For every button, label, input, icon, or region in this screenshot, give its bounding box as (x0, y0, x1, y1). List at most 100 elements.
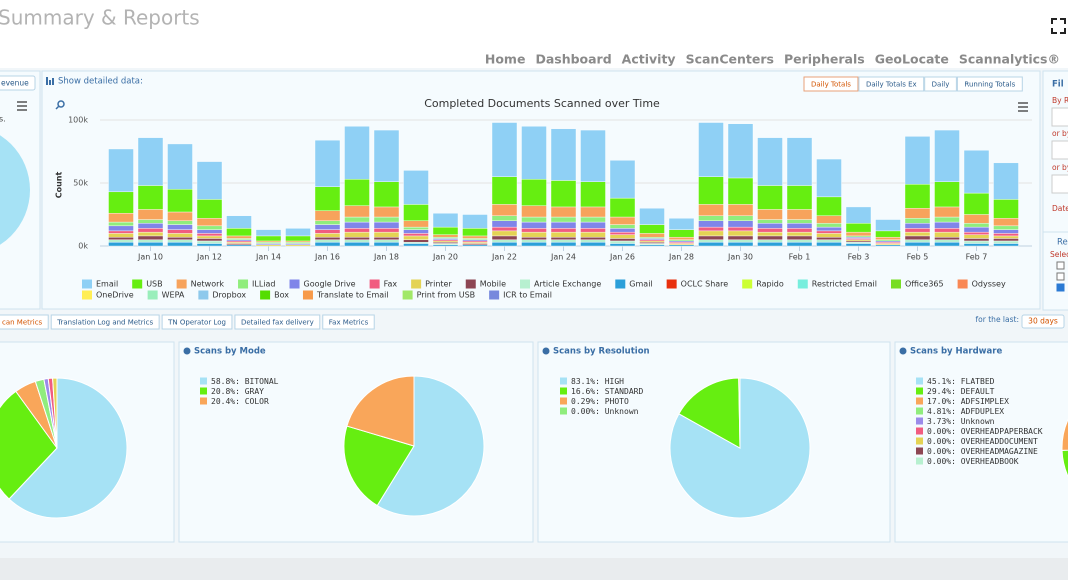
legend-swatch[interactable] (147, 290, 158, 300)
checkbox[interactable] (1056, 283, 1065, 292)
toggle-button[interactable] (956, 76, 1023, 92)
legend-value: 17.0% (927, 397, 951, 406)
tab[interactable] (161, 314, 233, 330)
chart-menu-icon[interactable] (1018, 102, 1028, 112)
toggle-button[interactable] (803, 76, 859, 92)
bar-segment (963, 214, 990, 224)
toggle-button[interactable] (858, 76, 925, 92)
legend-label[interactable]: ILLiad (252, 280, 275, 289)
range-button[interactable] (1021, 314, 1065, 329)
bar-segment (344, 236, 370, 240)
legend-swatch[interactable] (797, 279, 808, 289)
legend-swatch[interactable] (489, 290, 500, 300)
nav-link[interactable]: Scannalytics® (959, 52, 1060, 67)
revenue-button[interactable] (0, 75, 36, 91)
legend-label[interactable]: WEPA (162, 291, 185, 300)
legend-label[interactable]: Email (96, 280, 118, 289)
legend-label[interactable]: Box (274, 291, 289, 300)
x-tick-label: Jan 18 (373, 253, 399, 262)
filter-input[interactable] (1051, 107, 1068, 127)
legend-swatch[interactable] (302, 290, 313, 300)
legend-swatch[interactable] (957, 279, 968, 289)
legend-swatch[interactable] (615, 279, 626, 289)
legend-swatch[interactable] (465, 279, 476, 289)
legend-label[interactable]: Odyssey (972, 280, 1006, 289)
legend-swatch[interactable] (369, 279, 380, 289)
nav-link[interactable]: GeoLocate (875, 52, 949, 67)
bar-segment (108, 236, 134, 240)
legend-label[interactable]: Print from USB (417, 291, 476, 300)
legend-label[interactable]: Printer (425, 280, 452, 289)
legend-label[interactable]: USB (146, 280, 162, 289)
legend-swatch[interactable] (82, 279, 92, 289)
bar-segment (934, 129, 960, 182)
legend-label[interactable]: Gmail (629, 280, 652, 289)
legend-swatch[interactable] (82, 290, 92, 300)
legend-label[interactable]: Restricted Email (812, 280, 877, 289)
legend-label[interactable]: OCLC Share (681, 280, 729, 289)
bar-segment (491, 239, 518, 243)
legend-swatch[interactable] (198, 290, 209, 300)
legend-value: 83.1% (571, 377, 595, 386)
legend-swatch[interactable] (289, 279, 300, 289)
legend-swatch[interactable] (260, 290, 271, 300)
separator: : (951, 387, 961, 396)
bar-segment (344, 221, 370, 229)
nav-link[interactable]: ScanCenters (686, 52, 774, 67)
bar-segment (403, 233, 429, 237)
legend-swatch (560, 387, 567, 395)
pie-slice (376, 375, 485, 517)
tab[interactable] (322, 314, 375, 330)
bar-segment (963, 192, 990, 215)
nav-link[interactable]: Home (485, 52, 526, 67)
bar-segment (255, 235, 282, 242)
pie-slice (52, 377, 58, 449)
legend-label[interactable]: Dropbox (212, 291, 246, 300)
legend-swatch[interactable] (520, 279, 530, 289)
nav-link[interactable]: Dashboard (535, 52, 611, 67)
legend-swatch[interactable] (176, 279, 187, 289)
legend-swatch[interactable] (402, 290, 413, 300)
legend-label[interactable]: ICR to Email (503, 291, 552, 300)
nav-link[interactable]: Activity (622, 52, 676, 67)
menu-icon[interactable] (17, 101, 27, 111)
legend-label[interactable]: Network (191, 280, 225, 289)
bar-segment (698, 242, 724, 247)
toggle-button[interactable] (924, 76, 957, 92)
legend-swatch[interactable] (411, 279, 422, 289)
legend-category: BITONAL (245, 377, 279, 386)
legend-swatch[interactable] (132, 279, 143, 289)
checkbox[interactable] (1056, 272, 1065, 281)
legend-swatch[interactable] (238, 279, 249, 289)
legend-label[interactable]: Translate to Email (316, 291, 389, 300)
bar-segment (196, 229, 223, 234)
expand-icon[interactable] (1051, 18, 1066, 34)
legend-swatch[interactable] (890, 279, 901, 289)
legend-label[interactable]: OneDrive (96, 291, 134, 300)
bar-segment (963, 231, 990, 235)
legend-label[interactable]: Office365 (905, 280, 944, 289)
legend-label: 0.00%: OVERHEADDOCUMENT (927, 437, 1038, 446)
checkbox[interactable] (1056, 261, 1065, 270)
bar-segment (668, 229, 695, 238)
legend-swatch[interactable] (666, 279, 677, 289)
bar-segment (757, 235, 783, 240)
bar-segment (108, 225, 134, 232)
tab[interactable] (50, 314, 160, 330)
tab[interactable] (234, 314, 321, 330)
bar-segment (373, 216, 400, 223)
nav-link[interactable]: Peripherals (784, 52, 865, 67)
legend-label[interactable]: Fax (384, 280, 398, 289)
legend-swatch[interactable] (742, 279, 753, 289)
legend-label[interactable]: Google Drive (304, 280, 356, 289)
legend-label[interactable]: Rapido (756, 280, 784, 289)
filter-input[interactable] (1051, 140, 1068, 160)
zoom-icon[interactable] (55, 100, 65, 110)
tab[interactable] (0, 314, 49, 330)
legend-label[interactable]: Article Exchange (534, 280, 601, 289)
bar-segment (521, 239, 547, 243)
bar-segment (934, 236, 960, 240)
filter-input[interactable] (1051, 174, 1068, 194)
legend-label[interactable]: Mobile (480, 280, 506, 289)
